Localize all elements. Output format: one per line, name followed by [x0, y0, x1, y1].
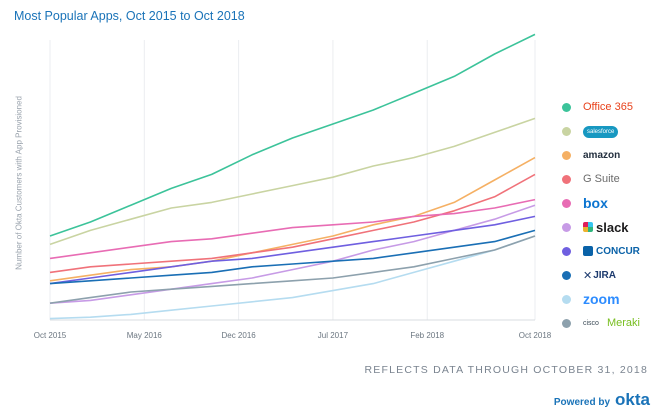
x-tick-label: Dec 2016 — [221, 331, 256, 340]
legend-item-salesforce: salesforce — [562, 121, 619, 141]
legend-dot — [562, 150, 571, 160]
legend-item-cisco-meraki: cisco Meraki — [562, 313, 640, 333]
legend-dot — [562, 246, 571, 256]
legend-item-gsuite: G Suite — [562, 169, 620, 189]
legend-dot — [562, 294, 571, 304]
legend-dot — [562, 126, 571, 136]
series-line-amazon-web-services — [49, 156, 536, 282]
office365-logo-label: Office 365 — [583, 101, 633, 113]
x-tick-label: Feb 2018 — [410, 331, 444, 340]
legend-item-concur: CONCUR — [562, 241, 640, 261]
box-logo-label: box — [583, 195, 608, 211]
series-line-g-suite — [49, 173, 536, 274]
aws-logo-label: amazon — [583, 149, 621, 161]
salesforce-logo: salesforce — [583, 124, 619, 138]
jira-icon: ✕ — [583, 269, 593, 282]
legend-item-aws: amazon — [562, 145, 620, 165]
slack-logo-label: slack — [596, 219, 629, 235]
series-line-jira — [49, 229, 536, 285]
legend-dot — [562, 198, 571, 208]
x-tick-label: Oct 2018 — [519, 331, 552, 340]
meraki-logo-label: Meraki — [606, 317, 640, 329]
cisco-logo-label: cisco — [583, 319, 599, 327]
legend-item-zoom: zoom — [562, 289, 620, 309]
legend-item-slack: slack — [562, 217, 629, 237]
series-line-box — [49, 198, 536, 260]
okta-logo: okta — [615, 390, 650, 409]
series-line-slack — [49, 204, 536, 304]
concur-icon — [583, 246, 593, 256]
data-note: REFLECTS DATA THROUGH OCTOBER 31, 2018 — [364, 364, 648, 376]
series-line-concur — [49, 215, 536, 285]
legend-item-box: box — [562, 193, 608, 213]
x-tick-label: May 2016 — [127, 331, 163, 340]
y-axis-label: Number of Okta Customers with App Provis… — [14, 96, 24, 270]
series-line-salesforce — [49, 117, 536, 246]
legend-item-office365: Office 365 — [562, 97, 633, 117]
series-line-office-365 — [49, 33, 536, 237]
legend-dot — [562, 102, 571, 112]
chart-title: Most Popular Apps, Oct 2015 to Oct 2018 — [14, 9, 245, 23]
legend-dot — [562, 318, 571, 328]
legend-dot — [562, 222, 571, 232]
series-line-zoom — [49, 235, 536, 320]
x-tick-label: Jul 2017 — [318, 331, 349, 340]
legend-item-jira: ✕ JIRA — [562, 265, 616, 285]
legend-dot — [562, 270, 571, 280]
x-tick-label: Oct 2015 — [34, 331, 67, 340]
concur-logo-label: CONCUR — [596, 245, 640, 257]
gsuite-logo-label: G Suite — [583, 173, 620, 185]
series-line-cisco-meraki — [49, 235, 536, 304]
powered-by-okta: Powered by okta — [554, 390, 650, 410]
jira-logo-label: JIRA — [593, 269, 617, 281]
slack-icon — [583, 222, 593, 232]
salesforce-logo-label: salesforce — [583, 126, 619, 138]
zoom-logo-label: zoom — [583, 291, 620, 307]
powered-by-text: Powered by — [553, 397, 611, 408]
legend-dot — [562, 174, 571, 184]
